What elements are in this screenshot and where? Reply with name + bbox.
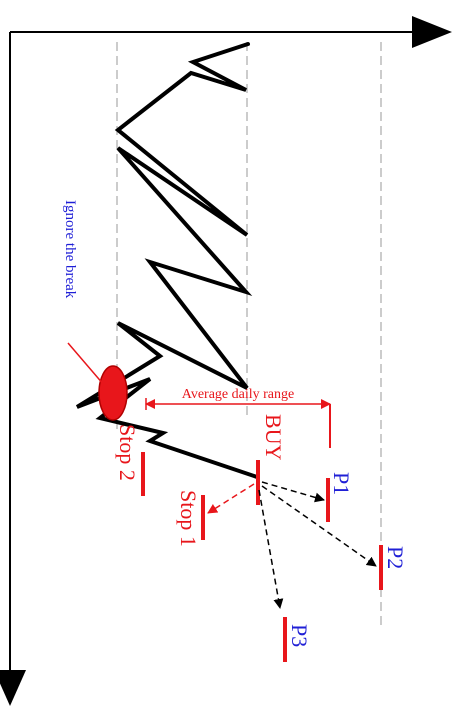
ellipse-marker (98, 365, 128, 421)
ignore-break-pointer (67, 342, 105, 386)
ignore-break-label: Ignore the break (62, 200, 78, 299)
price-line (75, 42, 259, 479)
arrow-down-icon (0, 670, 26, 706)
stop1-arrow (207, 483, 255, 514)
axes (0, 16, 452, 706)
average-daily-range-label: Average daily range (182, 387, 294, 402)
guide-lines (116, 42, 382, 625)
p1-arrow (261, 481, 325, 503)
p1-label: P1 (329, 472, 354, 495)
stop2-label: Stop 2 (115, 424, 140, 481)
p2-label: P2 (383, 546, 408, 569)
arrow-right-icon (412, 16, 452, 48)
buy-label: BUY (261, 414, 286, 461)
p2-arrow (261, 485, 377, 567)
p3-label: P3 (287, 624, 312, 647)
p3-arrow (258, 489, 284, 609)
stop1-label: Stop 1 (176, 490, 201, 547)
